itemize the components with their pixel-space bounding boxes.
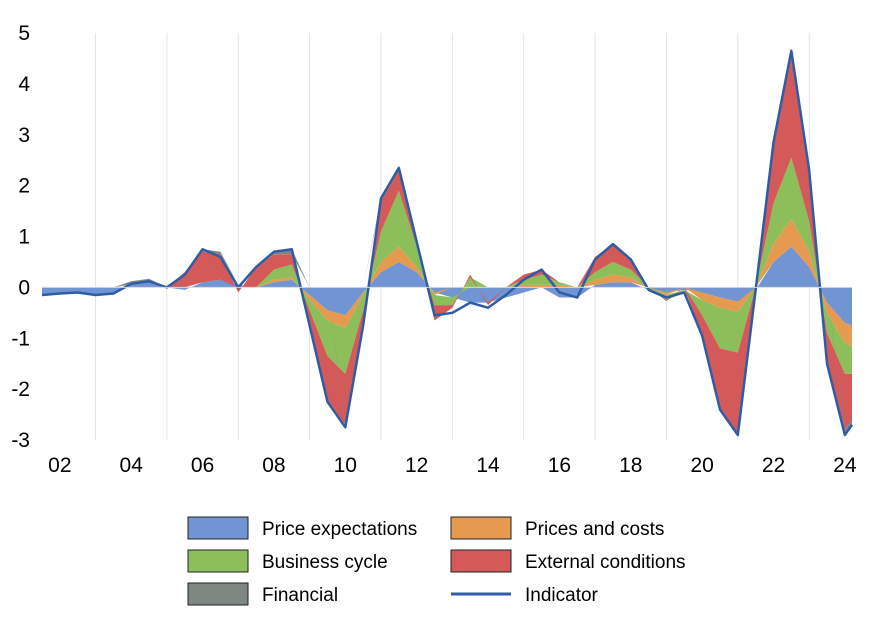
x-tick-label: 02 xyxy=(48,454,71,477)
x-tick-label: 10 xyxy=(334,454,357,477)
y-tick-label: 2 xyxy=(18,175,30,198)
legend-label-business-cycle: Business cycle xyxy=(262,552,388,573)
area-price-expectations xyxy=(42,246,852,326)
area-business-cycle xyxy=(42,157,852,374)
x-tick-label: 16 xyxy=(548,454,571,477)
y-axis-ticks: 5 4 3 2 1 0 -1 -2 -3 xyxy=(11,22,30,452)
x-tick-label: 24 xyxy=(833,454,857,477)
x-tick-label: 14 xyxy=(476,454,500,477)
legend: Price expectations Prices and costs Busine… xyxy=(187,516,686,606)
legend-swatch-business-cycle xyxy=(187,549,249,573)
x-tick-label: 20 xyxy=(690,454,713,477)
y-tick-label: 4 xyxy=(18,73,30,96)
y-tick-label: -2 xyxy=(11,378,30,401)
y-tick-label: 1 xyxy=(18,226,30,249)
legend-label-prices-and-costs: Prices and costs xyxy=(525,519,664,540)
x-tick-label: 22 xyxy=(762,454,785,477)
x-tick-label: 04 xyxy=(120,454,144,477)
legend-label-financial: Financial xyxy=(262,585,338,606)
x-tick-label: 08 xyxy=(262,454,285,477)
legend-swatch-external-conditions xyxy=(450,549,512,573)
x-axis-ticks: 02 04 06 08 10 12 14 16 18 20 22 24 xyxy=(48,454,857,477)
x-tick-label: 06 xyxy=(191,454,214,477)
y-tick-label: 5 xyxy=(18,22,30,45)
grid-lines xyxy=(95,33,810,440)
legend-label-external-conditions: External conditions xyxy=(525,552,686,573)
legend-label-indicator: Indicator xyxy=(525,585,599,606)
legend-swatch-prices-and-costs xyxy=(450,516,512,540)
y-tick-label: -3 xyxy=(11,429,30,452)
legend-swatch-financial xyxy=(187,582,249,606)
x-tick-label: 18 xyxy=(619,454,642,477)
legend-label-price-expectations: Price expectations xyxy=(262,519,417,540)
x-tick-label: 12 xyxy=(405,454,428,477)
y-tick-label: -1 xyxy=(11,327,30,350)
area-external-conditions xyxy=(42,50,852,434)
y-tick-label: 3 xyxy=(18,124,30,147)
stacked-areas xyxy=(42,50,852,435)
legend-swatch-price-expectations xyxy=(187,516,249,540)
indicator-line xyxy=(41,49,854,437)
indicator-line-group xyxy=(41,49,854,437)
y-tick-label: 0 xyxy=(18,276,30,299)
